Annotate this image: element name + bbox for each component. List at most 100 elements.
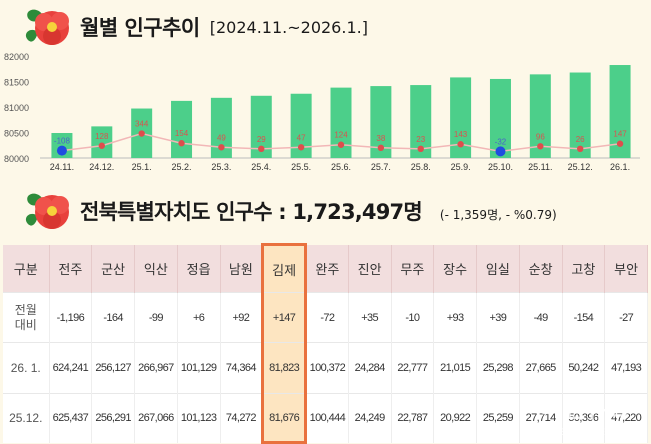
population-chart: 82000 81500 81000 80500 80000 24.11. 24.12. 25.… xyxy=(4,52,640,172)
table-cell: 100,444 xyxy=(305,393,349,443)
column-header: 고창 xyxy=(562,244,606,293)
chart-title: 월별 인구추이 xyxy=(80,16,200,40)
change-label: 47 xyxy=(297,133,306,142)
table-cell: 50,242 xyxy=(562,342,606,394)
x-tick-label: 25.1. xyxy=(132,162,152,172)
table-cell: 50,396 xyxy=(562,393,606,443)
x-tick-label: 24.11. xyxy=(50,162,74,172)
column-header: 완주 xyxy=(305,244,349,293)
change-marker xyxy=(577,145,584,153)
table-cell: -1,196 xyxy=(49,292,93,343)
table-cell: 27,714 xyxy=(519,393,563,443)
watermark-subtitle: THE PEN NEWS xyxy=(546,428,621,438)
bar xyxy=(210,97,232,158)
table-cell: 24,284 xyxy=(348,342,392,394)
table-cell: 22,787 xyxy=(391,393,435,443)
column-header: 무주 xyxy=(391,244,435,293)
change-marker xyxy=(98,142,106,149)
bar xyxy=(569,72,591,158)
table-cell: 25,259 xyxy=(476,393,520,443)
change-marker xyxy=(218,144,225,151)
bar xyxy=(330,87,352,158)
table-header-row: 구분 전주 군산 익산 정읍 남원 김제 완주 진안 무주 장수 임실 순창 고창 부안 xyxy=(3,243,648,293)
row-label: 26. 1. xyxy=(3,342,50,394)
bar xyxy=(91,126,113,158)
population-table: 구분 전주 군산 익산 정읍 남원 김제 완주 진안 무주 장수 임실 순창 고창 부안 전월 대비 -1,19… xyxy=(3,243,648,444)
bar xyxy=(410,85,432,158)
table-cell: 47,193 xyxy=(604,342,648,394)
change-marker xyxy=(258,145,265,153)
x-tick-label: 25.9. xyxy=(451,162,471,172)
bar xyxy=(51,133,73,158)
column-header: 장수 xyxy=(433,244,477,293)
table-cell: 256,127 xyxy=(91,342,135,394)
change-marker xyxy=(537,143,544,150)
change-label: 124 xyxy=(334,131,348,140)
y-tick-label: 80500 xyxy=(4,129,29,139)
population-title-row: 전북특별자치도 인구수 : 1,723,497명 (- 1,359명, - %0… xyxy=(22,188,557,234)
bar xyxy=(290,93,312,158)
table-cell: 624,241 xyxy=(49,342,93,394)
x-tick-label: 25.3. xyxy=(211,162,231,172)
x-tick-label: 25.8. xyxy=(411,162,431,172)
column-header: 순창 xyxy=(519,244,563,293)
x-tick-label: 25.6. xyxy=(331,162,351,172)
table-cell: 81,823 xyxy=(261,342,307,394)
change-marker xyxy=(178,140,185,147)
table-cell: 21,015 xyxy=(433,342,477,394)
chart-title-row: 월별 인구추이 [2024.11.~2026.1.] xyxy=(22,4,368,50)
change-label: 147 xyxy=(613,130,627,139)
change-marker xyxy=(495,146,506,157)
table-cell: 267,066 xyxy=(134,393,178,443)
column-header: 구분 xyxy=(3,244,50,293)
table-cell: -49 xyxy=(519,292,563,343)
column-header: 부안 xyxy=(604,244,648,293)
column-header: 군산 xyxy=(91,244,135,293)
x-tick-label: 25.11. xyxy=(528,162,552,172)
change-label: -108 xyxy=(54,137,71,146)
table-cell: 625,437 xyxy=(49,393,93,443)
change-label: -32 xyxy=(495,137,507,146)
bar xyxy=(489,78,511,158)
x-tick-label: 26.1. xyxy=(610,162,630,172)
column-header: 임실 xyxy=(476,244,520,293)
x-tick-label: 25.4. xyxy=(251,162,271,172)
y-tick-label: 80000 xyxy=(4,154,29,164)
change-marker xyxy=(457,141,464,148)
table-cell: +92 xyxy=(220,292,264,343)
bar xyxy=(370,86,392,158)
change-label: 26 xyxy=(576,135,585,144)
x-tick-label: 25.2. xyxy=(172,162,192,172)
change-marker xyxy=(297,144,305,151)
table-cell: 101,129 xyxy=(177,342,221,394)
table-cell: 266,967 xyxy=(134,342,178,394)
change-marker xyxy=(616,140,624,147)
x-tick-label: 25.7. xyxy=(371,162,391,172)
table-cell: 81,676 xyxy=(261,393,307,444)
table-cell: -10 xyxy=(391,292,435,343)
bar xyxy=(450,77,472,158)
change-label: 23 xyxy=(416,135,425,144)
change-label: 49 xyxy=(217,133,226,142)
change-label: 38 xyxy=(376,134,385,143)
change-label: 29 xyxy=(257,135,266,144)
table-cell: -99 xyxy=(134,292,178,343)
column-header: 진안 xyxy=(348,244,392,293)
change-label: 344 xyxy=(135,120,149,129)
table-cell: +35 xyxy=(348,292,392,343)
flower-logo-icon xyxy=(25,193,69,229)
row-label: 25.12. xyxy=(3,393,50,443)
table-cell: 256,291 xyxy=(91,393,135,443)
chart-date-range: [2024.11.~2026.1.] xyxy=(209,17,368,37)
table-cell: +6 xyxy=(177,292,221,343)
table-cell: +93 xyxy=(433,292,477,343)
bar xyxy=(529,74,551,158)
table-cell: +39 xyxy=(476,292,520,343)
table-cell: 47,220 xyxy=(604,393,648,443)
bar xyxy=(609,65,631,158)
table-cell: 27,665 xyxy=(519,342,563,394)
table-cell: 74,364 xyxy=(220,342,264,394)
table-cell: 74,272 xyxy=(220,393,264,443)
change-label: 143 xyxy=(454,130,468,139)
y-tick-label: 81500 xyxy=(4,78,29,88)
